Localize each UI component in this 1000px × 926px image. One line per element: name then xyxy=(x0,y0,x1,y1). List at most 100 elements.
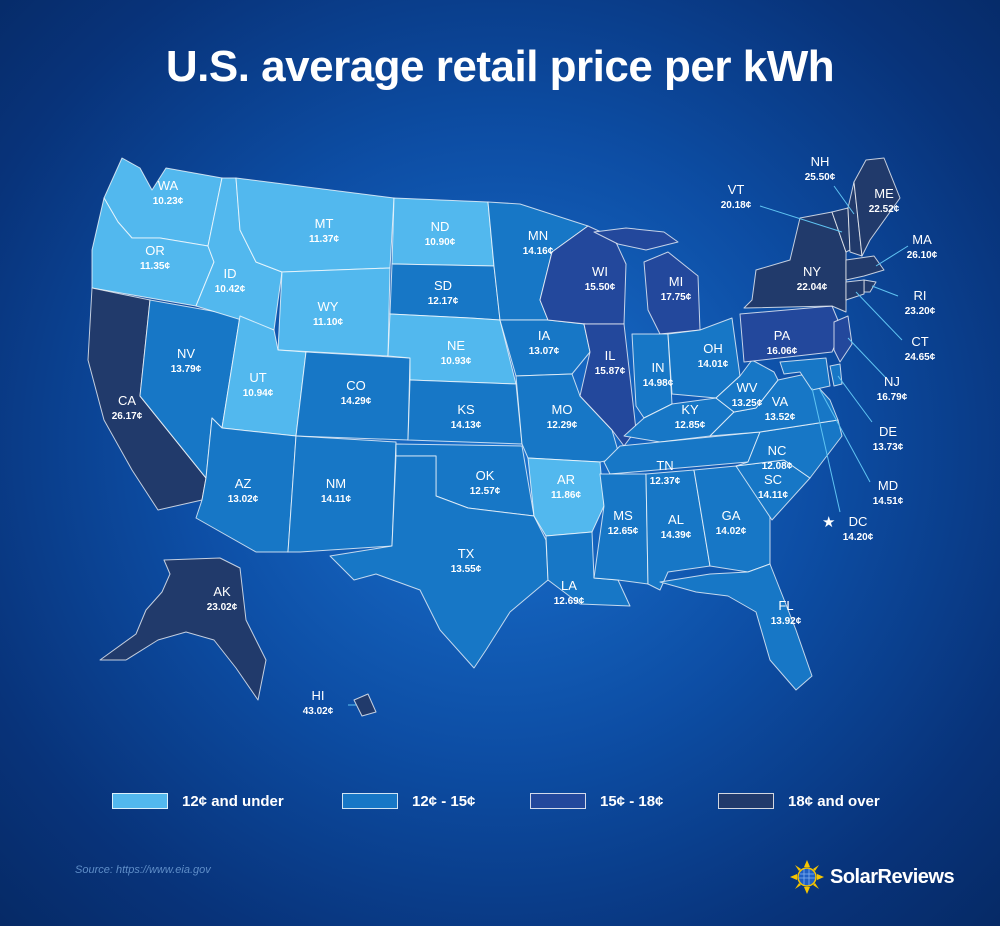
brand-logo: SolarReviews xyxy=(790,860,955,894)
state-label-al: AL xyxy=(668,512,684,527)
state-price-wy: 11.10¢ xyxy=(313,317,343,328)
state-shape-nj xyxy=(833,315,853,363)
legend-label-tier-2: 12¢ - 15¢ xyxy=(412,792,476,810)
state-label-sd: SD xyxy=(434,278,452,293)
legend-swatch-tier-4 xyxy=(718,793,774,809)
state-price-ny: 22.04¢ xyxy=(797,282,828,293)
state-price-ok: 12.57¢ xyxy=(470,486,501,497)
state-price-ms: 12.65¢ xyxy=(608,526,639,537)
map-title: U.S. average retail price per kWh xyxy=(165,42,835,91)
state-price-mi: 17.75¢ xyxy=(661,292,692,303)
legend-item-tier-3: 15¢ - 18¢ xyxy=(530,792,663,810)
state-label-il: IL xyxy=(605,348,616,363)
state-price-co: 14.29¢ xyxy=(341,396,372,407)
state-label-mo: MO xyxy=(552,402,573,417)
state-price-vt: 20.18¢ xyxy=(721,200,752,211)
state-shape-ak xyxy=(99,557,267,701)
legend-label-tier-1: 12¢ and under xyxy=(182,792,284,810)
state-label-co: CO xyxy=(346,378,366,393)
state-price-wi: 15.50¢ xyxy=(585,282,616,293)
state-price-ne: 10.93¢ xyxy=(441,356,472,367)
state-price-fl: 13.92¢ xyxy=(771,616,802,627)
state-price-ks: 14.13¢ xyxy=(451,420,482,431)
legend-swatch-tier-1 xyxy=(112,793,168,809)
state-label-la: LA xyxy=(561,578,577,593)
state-label-me: ME xyxy=(874,186,894,201)
legend-swatch-tier-2 xyxy=(342,793,398,809)
legend-label-tier-3: 15¢ - 18¢ xyxy=(600,792,664,810)
state-price-az: 13.02¢ xyxy=(228,494,259,505)
state-label-wi: WI xyxy=(592,264,608,279)
state-label-ut: UT xyxy=(249,370,266,385)
state-shape-in xyxy=(631,333,673,419)
state-label-ar: AR xyxy=(557,472,575,487)
state-price-nm: 14.11¢ xyxy=(321,494,351,505)
state-price-or: 11.35¢ xyxy=(140,261,170,272)
state-price-ga: 14.02¢ xyxy=(716,526,747,537)
state-label-de: DE xyxy=(879,424,897,439)
state-label-ia: IA xyxy=(538,328,551,343)
state-label-md: MD xyxy=(878,478,898,493)
state-shape-mi-upper xyxy=(593,227,679,251)
state-price-nj: 16.79¢ xyxy=(877,392,908,403)
state-label-in: IN xyxy=(652,360,665,375)
state-shape-nm xyxy=(287,435,397,553)
state-shape-me xyxy=(853,157,901,257)
state-price-ar: 11.86¢ xyxy=(551,490,581,501)
state-label-ks: KS xyxy=(457,402,475,417)
state-label-ma: MA xyxy=(912,232,932,247)
state-shape-ri xyxy=(863,279,877,293)
state-price-ia: 13.07¢ xyxy=(529,346,560,357)
state-price-sc: 14.11¢ xyxy=(758,490,788,501)
state-shape-fl xyxy=(659,563,813,691)
legend-item-tier-1: 12¢ and under xyxy=(112,792,284,810)
state-price-nv: 13.79¢ xyxy=(171,364,202,375)
state-label-dc: DC xyxy=(849,514,868,529)
state-price-ri: 23.20¢ xyxy=(905,306,936,317)
state-price-de: 13.73¢ xyxy=(873,442,904,453)
state-shape-tx xyxy=(329,455,549,669)
dc-star-icon: ★ xyxy=(822,514,835,531)
state-price-va: 13.52¢ xyxy=(765,412,796,423)
state-label-nh: NH xyxy=(811,154,830,169)
state-label-oh: OH xyxy=(703,341,723,356)
state-price-ma: 26.10¢ xyxy=(907,250,938,261)
legend-item-tier-2: 12¢ - 15¢ xyxy=(342,792,475,810)
legend-swatch-tier-3 xyxy=(530,793,586,809)
state-price-mo: 12.29¢ xyxy=(547,420,578,431)
state-label-nj: NJ xyxy=(884,374,900,389)
state-price-dc: 14.20¢ xyxy=(843,532,874,543)
state-label-nv: NV xyxy=(177,346,195,361)
state-price-ct: 24.65¢ xyxy=(905,352,936,363)
state-label-id: ID xyxy=(224,266,237,281)
state-price-md: 14.51¢ xyxy=(873,496,904,507)
state-shape-hi xyxy=(353,693,377,717)
state-label-mt: MT xyxy=(315,216,334,231)
state-price-ky: 12.85¢ xyxy=(675,420,706,431)
state-price-id: 10.42¢ xyxy=(215,284,246,295)
state-label-mi: MI xyxy=(669,274,683,289)
state-label-wy: WY xyxy=(318,299,339,314)
state-price-ak: 23.02¢ xyxy=(207,602,238,613)
state-price-ut: 10.94¢ xyxy=(243,388,274,399)
state-price-il: 15.87¢ xyxy=(595,366,626,377)
state-label-wa: WA xyxy=(158,178,179,193)
state-shape-de xyxy=(829,363,843,387)
state-label-vt: VT xyxy=(728,182,745,197)
state-shape-ny xyxy=(743,211,847,313)
state-price-al: 14.39¢ xyxy=(661,530,692,541)
state-price-nh: 25.50¢ xyxy=(805,172,836,183)
state-price-in: 14.98¢ xyxy=(643,378,674,389)
state-label-pa: PA xyxy=(774,328,791,343)
state-shape-il xyxy=(579,323,637,447)
state-price-pa: 16.06¢ xyxy=(767,346,798,357)
state-label-or: OR xyxy=(145,243,165,258)
state-label-wv: WV xyxy=(737,380,758,395)
state-label-ne: NE xyxy=(447,338,465,353)
state-label-sc: SC xyxy=(764,472,782,487)
state-label-fl: FL xyxy=(778,598,793,613)
state-price-mt: 11.37¢ xyxy=(309,234,339,245)
legend-label-tier-4: 18¢ and over xyxy=(788,792,880,810)
sun-logo-icon xyxy=(790,860,824,894)
